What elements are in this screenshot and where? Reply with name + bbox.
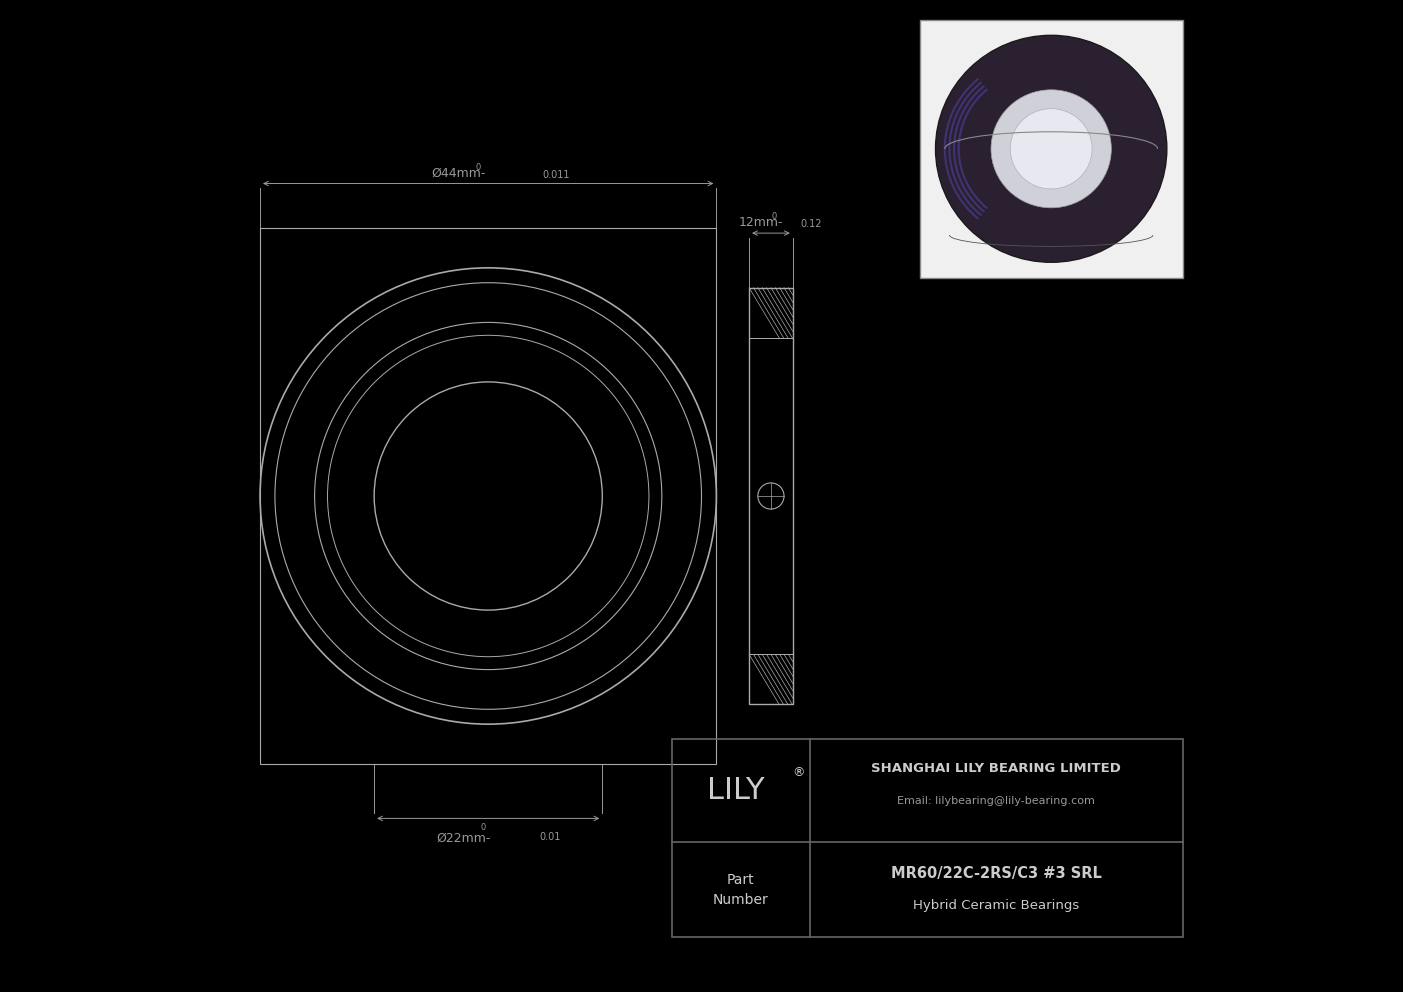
Ellipse shape [936,36,1167,262]
Bar [749,288,793,337]
Text: Email: lilybearing@lily-bearing.com: Email: lilybearing@lily-bearing.com [897,796,1096,806]
Text: 0.011: 0.011 [543,170,570,180]
Bar [920,20,1183,278]
Bar [749,288,793,704]
Text: 0.01: 0.01 [540,832,561,842]
Ellipse shape [991,90,1111,207]
Text: 0.12: 0.12 [801,219,822,229]
Bar [749,655,793,704]
Text: MR60/22C-2RS/C3 #3 SRL: MR60/22C-2RS/C3 #3 SRL [891,866,1101,882]
Text: 12mm-: 12mm- [739,216,783,229]
Text: ®: ® [793,766,804,780]
Ellipse shape [1010,109,1092,188]
Bar [672,739,1183,937]
Text: 0: 0 [772,212,776,221]
Text: 0: 0 [481,823,485,832]
Text: Ø44mm-: Ø44mm- [431,167,485,180]
Text: Ø22mm-: Ø22mm- [436,831,491,844]
Text: 0: 0 [476,163,481,172]
Bar [260,228,717,764]
Text: LILY: LILY [707,776,765,806]
Text: Hybrid Ceramic Bearings: Hybrid Ceramic Bearings [913,899,1079,913]
Text: Part
Number: Part Number [713,873,769,907]
Text: SHANGHAI LILY BEARING LIMITED: SHANGHAI LILY BEARING LIMITED [871,762,1121,776]
